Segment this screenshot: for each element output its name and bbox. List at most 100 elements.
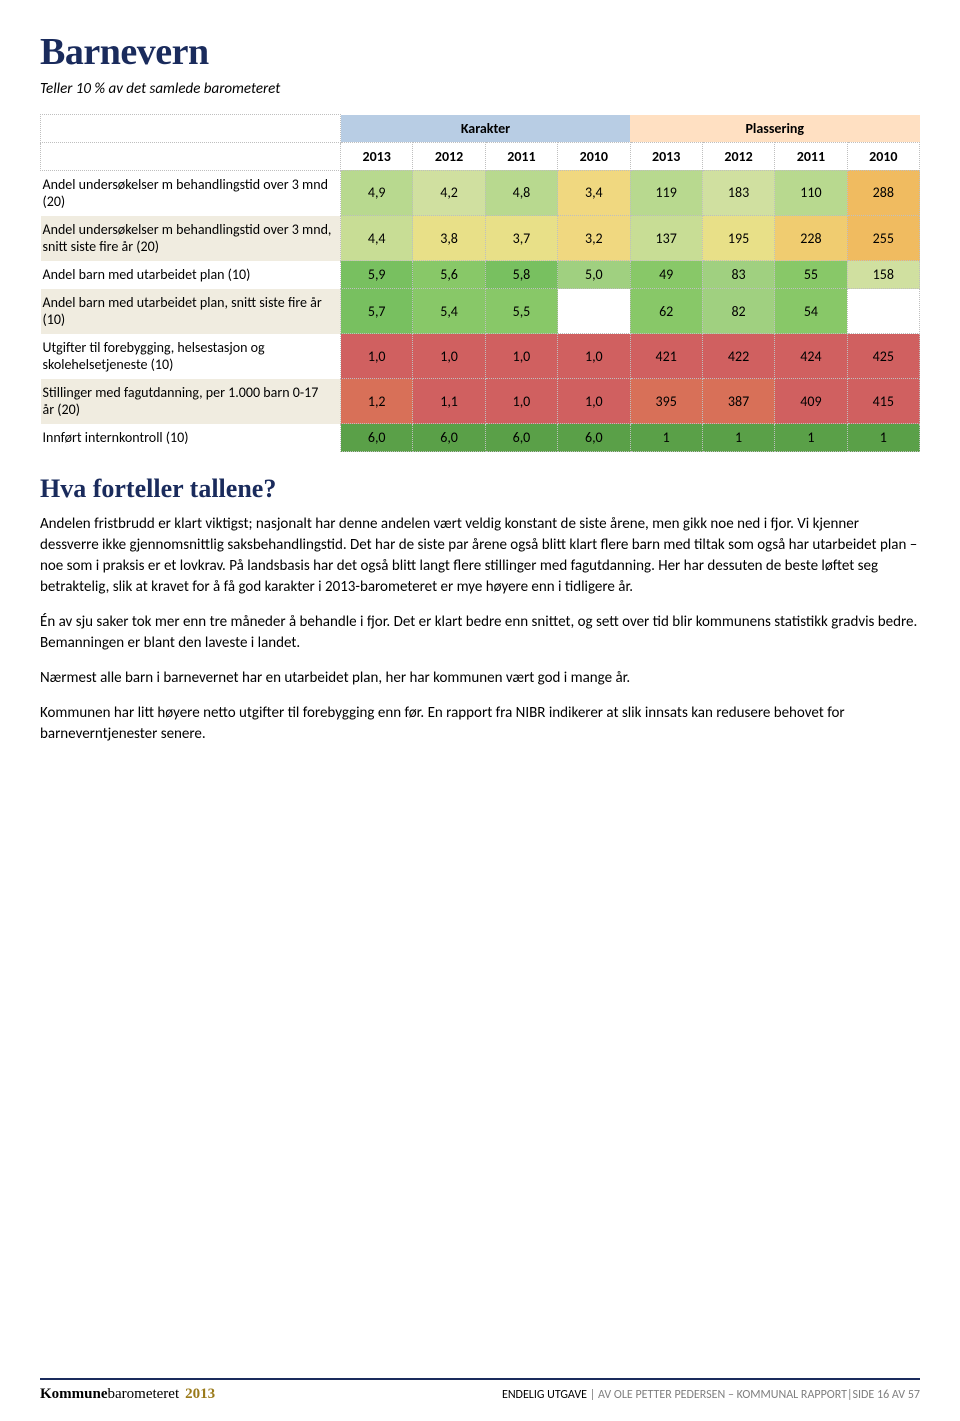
- footer-logo: Kommunebarometeret 2013: [40, 1386, 215, 1403]
- table-row: Andel barn med utarbeidet plan, snitt si…: [41, 289, 920, 334]
- table-row: Innført internkontroll (10)6,06,06,06,01…: [41, 424, 920, 452]
- data-cell: 1,0: [413, 334, 485, 379]
- data-cell: 3,7: [485, 216, 557, 261]
- table-year-header-row: 20132012201120102013201220112010: [41, 142, 920, 170]
- body-paragraphs: Andelen fristbrudd er klart viktigst; na…: [40, 514, 920, 745]
- data-cell: 1: [847, 424, 919, 452]
- table-body: Andel undersøkelser m behandlingstid ove…: [41, 170, 920, 452]
- year-header: 2010: [558, 142, 630, 170]
- footer-brand-bold: Kommune: [40, 1386, 108, 1403]
- data-cell: 3,4: [558, 170, 630, 216]
- table-group-header-row: Karakter Plassering: [41, 115, 920, 143]
- data-cell: 110: [775, 170, 847, 216]
- row-label: Andel barn med utarbeidet plan (10): [41, 261, 341, 289]
- table-row: Andel undersøkelser m behandlingstid ove…: [41, 170, 920, 216]
- year-header: 2012: [702, 142, 774, 170]
- body-paragraph: Nærmest alle barn i barnevernet har en u…: [40, 668, 920, 689]
- data-cell: 62: [630, 289, 702, 334]
- data-cell: 5,6: [413, 261, 485, 289]
- data-cell: 1,0: [558, 334, 630, 379]
- data-cell: 4,8: [485, 170, 557, 216]
- table-row: Andel barn med utarbeidet plan (10)5,95,…: [41, 261, 920, 289]
- data-cell: 1,0: [558, 379, 630, 424]
- data-cell: 425: [847, 334, 919, 379]
- footer-row: Kommunebarometeret 2013 ENDELIG UTGAVE |…: [0, 1386, 960, 1403]
- data-cell: 5,4: [413, 289, 485, 334]
- data-cell: 54: [775, 289, 847, 334]
- data-cell: 415: [847, 379, 919, 424]
- footer-right-black: ENDELIG UTGAVE: [502, 1388, 587, 1402]
- data-cell: 6,0: [413, 424, 485, 452]
- data-cell: 82: [702, 289, 774, 334]
- footer-right-grey: | AV OLE PETTER PEDERSEN – KOMMUNAL RAPP…: [587, 1388, 920, 1402]
- table-head: Karakter Plassering 20132012201120102013…: [41, 115, 920, 171]
- data-cell: 6,0: [485, 424, 557, 452]
- data-table: Karakter Plassering 20132012201120102013…: [40, 114, 920, 452]
- data-cell: 228: [775, 216, 847, 261]
- data-cell: 288: [847, 170, 919, 216]
- footer-rule: [40, 1378, 920, 1380]
- group-header-plassering: Plassering: [630, 115, 920, 143]
- page-footer: Kommunebarometeret 2013 ENDELIG UTGAVE |…: [0, 1378, 960, 1403]
- data-cell: 55: [775, 261, 847, 289]
- data-cell: 424: [775, 334, 847, 379]
- year-header: 2010: [847, 142, 919, 170]
- data-cell: 49: [630, 261, 702, 289]
- header-spacer: [41, 115, 341, 143]
- data-cell: 1: [775, 424, 847, 452]
- data-cell: 5,9: [341, 261, 413, 289]
- data-cell: 1,2: [341, 379, 413, 424]
- data-cell: 4,2: [413, 170, 485, 216]
- data-cell: 6,0: [341, 424, 413, 452]
- data-cell: 4,9: [341, 170, 413, 216]
- table-row: Andel undersøkelser m behandlingstid ove…: [41, 216, 920, 261]
- year-header: 2013: [630, 142, 702, 170]
- data-cell: 5,7: [341, 289, 413, 334]
- footer-brand-year: 2013: [185, 1386, 215, 1403]
- data-cell: 3,8: [413, 216, 485, 261]
- body-paragraph: Kommunen har litt høyere netto utgifter …: [40, 703, 920, 745]
- year-header: 2013: [341, 142, 413, 170]
- data-cell: 1,0: [341, 334, 413, 379]
- row-label: Andel undersøkelser m behandlingstid ove…: [41, 170, 341, 216]
- table-row: Utgifter til forebygging, helsestasjon o…: [41, 334, 920, 379]
- year-header: 2012: [413, 142, 485, 170]
- data-cell: 409: [775, 379, 847, 424]
- data-cell: 1,1: [413, 379, 485, 424]
- data-cell: 183: [702, 170, 774, 216]
- data-cell: 195: [702, 216, 774, 261]
- footer-brand-light: barometeret: [108, 1386, 180, 1403]
- data-cell: 83: [702, 261, 774, 289]
- header-spacer: [41, 142, 341, 170]
- row-label: Andel undersøkelser m behandlingstid ove…: [41, 216, 341, 261]
- data-cell: 387: [702, 379, 774, 424]
- data-cell: 1: [702, 424, 774, 452]
- row-label: Innført internkontroll (10): [41, 424, 341, 452]
- data-cell: 255: [847, 216, 919, 261]
- data-cell: 1,0: [485, 379, 557, 424]
- section-title: Hva forteller tallene?: [40, 474, 920, 504]
- data-cell: 137: [630, 216, 702, 261]
- body-paragraph: Andelen fristbrudd er klart viktigst; na…: [40, 514, 920, 598]
- data-cell: 1,0: [485, 334, 557, 379]
- data-cell: 158: [847, 261, 919, 289]
- data-cell: [847, 289, 919, 334]
- data-cell: 1: [630, 424, 702, 452]
- data-cell: 6,0: [558, 424, 630, 452]
- row-label: Utgifter til forebygging, helsestasjon o…: [41, 334, 341, 379]
- body-paragraph: Én av sju saker tok mer enn tre måneder …: [40, 612, 920, 654]
- page-subtitle: Teller 10 % av det samlede barometeret: [40, 80, 920, 98]
- data-cell: 5,5: [485, 289, 557, 334]
- row-label: Stillinger med fagutdanning, per 1.000 b…: [41, 379, 341, 424]
- data-cell: 422: [702, 334, 774, 379]
- year-header: 2011: [485, 142, 557, 170]
- data-cell: 5,0: [558, 261, 630, 289]
- data-cell: 5,8: [485, 261, 557, 289]
- data-cell: 119: [630, 170, 702, 216]
- data-cell: 421: [630, 334, 702, 379]
- data-cell: 3,2: [558, 216, 630, 261]
- footer-right: ENDELIG UTGAVE | AV OLE PETTER PEDERSEN …: [502, 1388, 920, 1402]
- year-header: 2011: [775, 142, 847, 170]
- row-label: Andel barn med utarbeidet plan, snitt si…: [41, 289, 341, 334]
- table-row: Stillinger med fagutdanning, per 1.000 b…: [41, 379, 920, 424]
